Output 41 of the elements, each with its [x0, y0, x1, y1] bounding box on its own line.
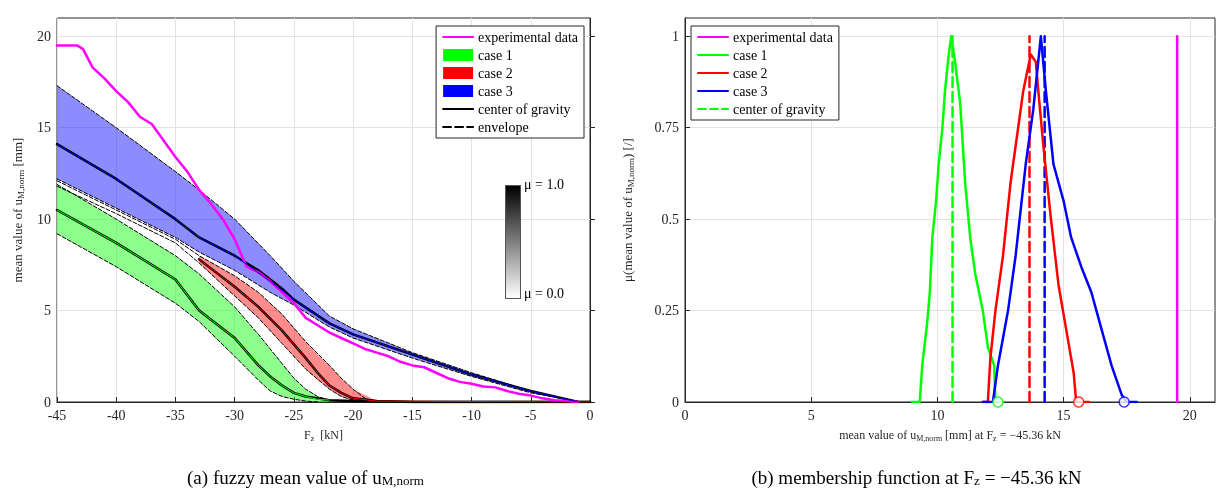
y-tick-label: 10 — [37, 211, 51, 227]
y-tick-label: 0.5 — [661, 211, 679, 227]
text: (a) fuzzy mean value of uM,norm — [187, 467, 424, 489]
y-tick-label: 5 — [44, 303, 51, 319]
x-tick-label: -40 — [106, 407, 126, 423]
x-tick-label: -30 — [225, 407, 244, 423]
y-axis-title: μ(mean value of uM,norm) [/] — [620, 138, 636, 282]
legend-label: case 3 — [733, 83, 768, 99]
legend-label: envelope — [478, 119, 529, 135]
y-tick-label: 15 — [37, 120, 51, 136]
x-tick-label: -10 — [462, 407, 481, 423]
x-tick-label: 0 — [586, 407, 594, 423]
legend-label: center of gravity — [733, 101, 826, 117]
legend-label: case 1 — [478, 47, 513, 63]
x-tick-label: 5 — [807, 407, 815, 423]
x-tick-label: 20 — [1182, 407, 1197, 423]
legend-label: center of gravity — [478, 101, 571, 117]
x-tick-label: -20 — [343, 407, 363, 423]
x-tick-label: -35 — [166, 407, 185, 423]
y-axis-title: mean value of uM,norm [mm] — [10, 137, 26, 283]
legend-label: case 2 — [733, 65, 768, 81]
y-tick-label: 0 — [44, 394, 51, 410]
y-tick-label: 20 — [37, 28, 51, 44]
y-tick-label: 0.75 — [654, 120, 679, 136]
x-tick-label: -5 — [524, 407, 537, 423]
x-tick-label: -15 — [403, 407, 422, 423]
legend-label: case 3 — [478, 83, 513, 99]
legend-label: experimental data — [478, 29, 579, 45]
y-tick-label: 0.25 — [654, 303, 679, 319]
text: (b) membership function at Fz = −45.36 kN — [751, 467, 1082, 489]
x-tick-label: 10 — [930, 407, 945, 423]
x-tick-label: -25 — [284, 407, 304, 423]
y-tick-label: 1 — [672, 28, 679, 44]
annotation: μ = 1.0 — [524, 177, 564, 193]
y-tick-label: 0 — [672, 394, 679, 410]
legend-label: case 2 — [478, 65, 513, 81]
legend-label: experimental data — [733, 29, 834, 45]
x-tick-label: 15 — [1056, 407, 1071, 423]
annotation: μ = 0.0 — [524, 286, 564, 302]
x-tick-label: -45 — [47, 407, 67, 423]
legend-label: case 1 — [733, 47, 768, 63]
